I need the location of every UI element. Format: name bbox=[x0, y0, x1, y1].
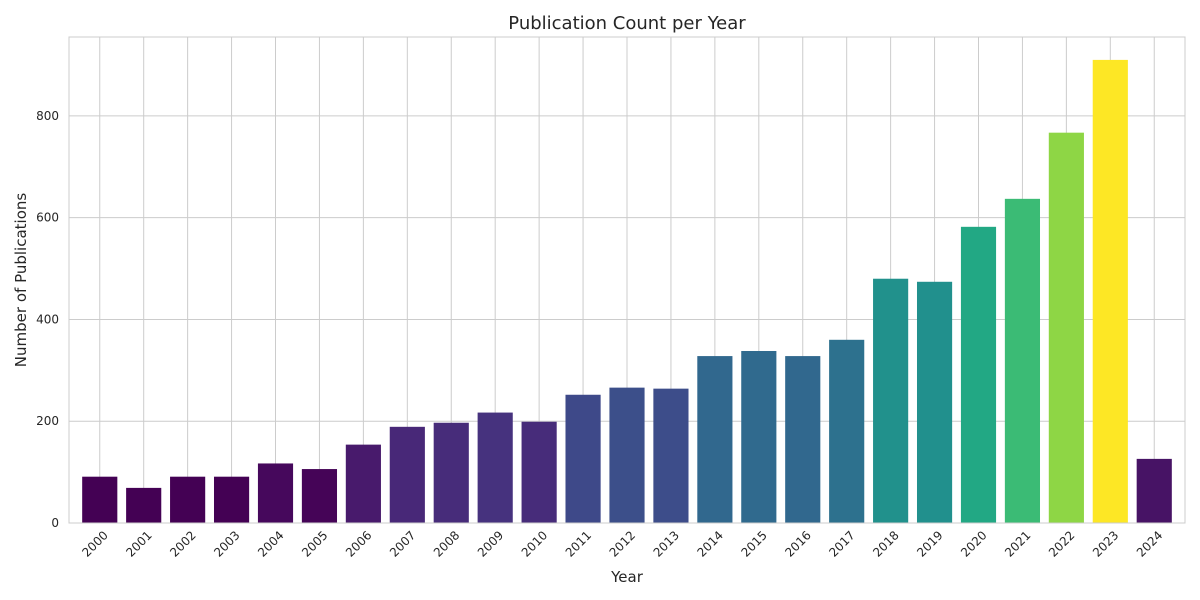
y-axis-label: Number of Publications bbox=[12, 193, 30, 368]
bar-2009 bbox=[477, 412, 513, 523]
x-tick-label: 2010 bbox=[519, 528, 550, 559]
x-tick-label: 2016 bbox=[782, 528, 813, 559]
x-tick-label: 2013 bbox=[651, 528, 682, 559]
x-tick-label: 2001 bbox=[123, 528, 154, 559]
bar-2005 bbox=[301, 469, 338, 523]
bar-2024 bbox=[1136, 458, 1172, 523]
bar-2010 bbox=[521, 421, 557, 523]
x-tick-label: 2007 bbox=[387, 528, 418, 559]
bar-2013 bbox=[653, 388, 689, 523]
x-tick-label: 2022 bbox=[1046, 528, 1077, 559]
y-tick-label: 200 bbox=[36, 414, 59, 428]
bar-2001 bbox=[126, 487, 162, 523]
bar-2012 bbox=[609, 387, 645, 523]
y-tick-label: 800 bbox=[36, 109, 59, 123]
bar-2003 bbox=[213, 476, 250, 523]
x-tick-label: 2003 bbox=[211, 528, 242, 559]
bar-2008 bbox=[433, 422, 469, 523]
x-tick-label: 2021 bbox=[1002, 528, 1033, 559]
x-tick-label: 2019 bbox=[914, 528, 945, 559]
bar-2007 bbox=[389, 426, 425, 523]
bar-2004 bbox=[257, 463, 294, 523]
x-axis-label: Year bbox=[610, 568, 644, 586]
bar-2006 bbox=[345, 444, 381, 523]
x-tick-label: 2006 bbox=[343, 528, 374, 559]
x-tick-label: 2002 bbox=[167, 528, 198, 559]
x-tick-label: 2012 bbox=[607, 528, 638, 559]
x-tick-label: 2018 bbox=[870, 528, 901, 559]
bars bbox=[82, 59, 1172, 524]
x-tick-label: 2000 bbox=[79, 528, 110, 559]
bar-2022 bbox=[1048, 132, 1084, 524]
y-tick-labels: 0 200 400 600 800 bbox=[36, 109, 59, 530]
y-tick-label: 0 bbox=[51, 516, 59, 530]
bar-2014 bbox=[697, 356, 733, 523]
chart-title: Publication Count per Year bbox=[508, 13, 746, 34]
bar-2021 bbox=[1004, 198, 1041, 523]
x-tick-label: 2017 bbox=[826, 528, 857, 559]
bar-2011 bbox=[565, 394, 601, 523]
x-tick-label: 2011 bbox=[563, 528, 594, 559]
x-tick-label: 2009 bbox=[475, 528, 506, 559]
x-tick-label: 2023 bbox=[1090, 528, 1121, 559]
x-tick-label: 2015 bbox=[738, 528, 769, 559]
bar-2017 bbox=[829, 339, 865, 523]
x-tick-labels: 2000 2001 2002 2003 2004 2005 2006 2007 2008 2009… bbox=[79, 528, 1165, 559]
x-tick-label: 2024 bbox=[1134, 528, 1165, 559]
y-tick-label: 400 bbox=[36, 312, 59, 326]
bar-2016 bbox=[785, 356, 821, 523]
x-tick-label: 2014 bbox=[694, 528, 725, 559]
x-tick-label: 2004 bbox=[255, 528, 286, 559]
y-tick-label: 600 bbox=[36, 211, 59, 225]
bar-2000 bbox=[82, 476, 118, 523]
bar-2015 bbox=[741, 350, 777, 523]
bar-2018 bbox=[873, 278, 909, 523]
x-tick-label: 2008 bbox=[431, 528, 462, 559]
bar-2002 bbox=[170, 476, 206, 523]
x-tick-label: 2020 bbox=[958, 528, 989, 559]
x-tick-label: 2005 bbox=[299, 528, 330, 559]
plot-frame bbox=[68, 36, 1186, 524]
bar-2023 bbox=[1092, 59, 1128, 524]
bar-2019 bbox=[916, 281, 953, 523]
bar-2020 bbox=[960, 226, 997, 524]
